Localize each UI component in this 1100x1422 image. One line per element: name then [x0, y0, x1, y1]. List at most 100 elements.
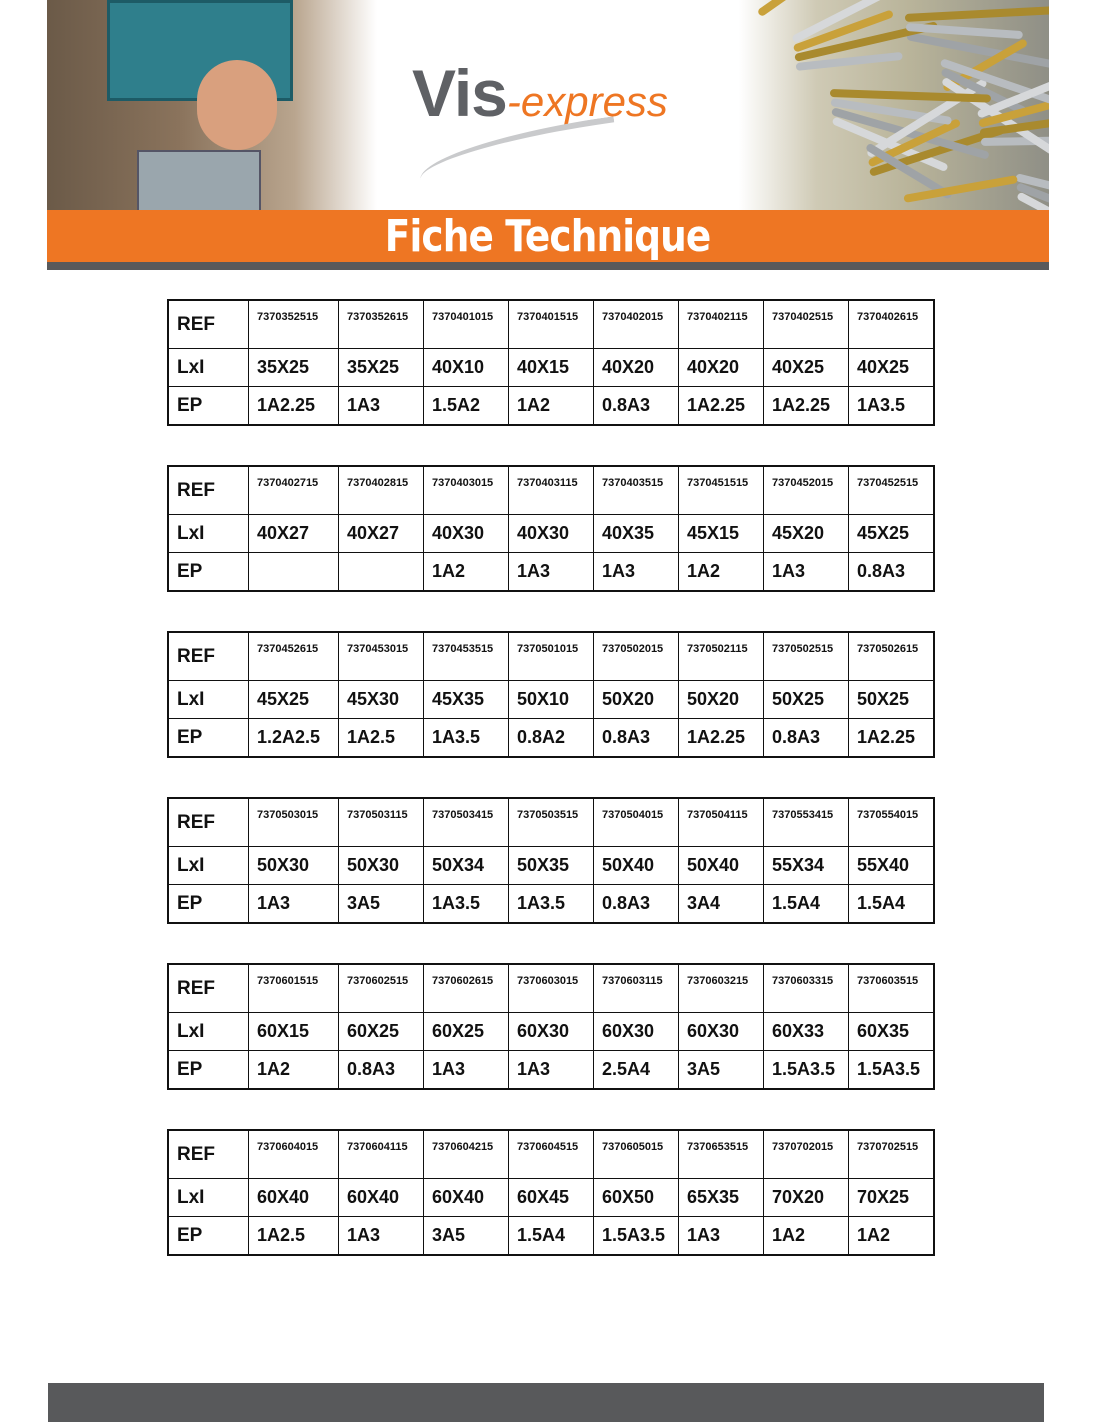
lxl-cell: 70X20 [763, 1178, 849, 1217]
lxl-cell: 40X25 [763, 348, 849, 387]
ep-cell: 1A3 [678, 1216, 764, 1256]
table-row-ep: EP 1A2 0.8A3 1A3 1A3 2.5A4 3A5 1.5A3.5 1.5A3.5 [167, 1050, 935, 1090]
lxl-cell: 50X25 [763, 680, 849, 719]
ep-cell: 0.8A3 [593, 386, 679, 426]
ref-cell: 7370604515 [508, 1129, 594, 1179]
lxl-cell: 40X25 [848, 348, 935, 387]
ep-cell: 1.5A3.5 [763, 1050, 849, 1090]
table-row-ref: REF 7370452615 7370453015 7370453515 7370501… [167, 631, 935, 681]
ep-cell: 1A3 [508, 552, 594, 592]
ref-cell: 7370503415 [423, 797, 509, 847]
screw-shape [904, 5, 1049, 22]
lxl-cell: 45X15 [678, 514, 764, 553]
ref-cell: 7370503515 [508, 797, 594, 847]
ep-cell: 1.5A4 [848, 884, 935, 924]
ep-cell: 1.5A2 [423, 386, 509, 426]
lxl-cell: 50X20 [678, 680, 764, 719]
table-row-ref: REF 7370402715 7370402815 7370403015 7370403… [167, 465, 935, 515]
table-row-ep: EP 1A2.25 1A3 1.5A2 1A2 0.8A3 1A2.25 1A2.25 1A3.… [167, 386, 935, 426]
ep-cell: 0.8A3 [848, 552, 935, 592]
ep-cell: 1.2A2.5 [248, 718, 339, 758]
ref-cell: 7370604215 [423, 1129, 509, 1179]
row-label: EP [167, 718, 249, 758]
ref-cell: 7370451515 [678, 465, 764, 515]
ref-cell: 7370502015 [593, 631, 679, 681]
table-row-lxl: LxI 60X40 60X40 60X40 60X45 60X50 65X35 70X20 70… [167, 1178, 935, 1217]
ep-cell: 1A2 [848, 1216, 935, 1256]
lxl-cell: 60X30 [678, 1012, 764, 1051]
ep-cell: 3A5 [423, 1216, 509, 1256]
lxl-cell: 60X40 [423, 1178, 509, 1217]
lxl-cell: 45X25 [848, 514, 935, 553]
row-label: REF [167, 465, 249, 515]
lxl-cell: 40X20 [593, 348, 679, 387]
spec-table: REF 7370503015 7370503115 7370503415 7370503… [167, 797, 935, 924]
ep-cell: 1.5A4 [508, 1216, 594, 1256]
ep-cell: 1A2 [248, 1050, 339, 1090]
ep-cell: 1A3 [338, 1216, 424, 1256]
lxl-cell: 45X35 [423, 680, 509, 719]
ref-cell: 7370605015 [593, 1129, 679, 1179]
ref-cell: 7370402615 [848, 299, 935, 349]
lxl-cell: 50X30 [338, 846, 424, 885]
ep-cell: 1A2.25 [248, 386, 339, 426]
lxl-cell: 40X15 [508, 348, 594, 387]
lxl-cell: 50X10 [508, 680, 594, 719]
lxl-cell: 45X30 [338, 680, 424, 719]
header-banner: Vis-express [47, 0, 1049, 210]
ep-cell: 1A2.5 [338, 718, 424, 758]
ep-cell: 1.5A3.5 [848, 1050, 935, 1090]
ref-cell: 7370702015 [763, 1129, 849, 1179]
row-label: EP [167, 1216, 249, 1256]
ref-cell: 7370352615 [338, 299, 424, 349]
ref-cell: 7370352515 [248, 299, 339, 349]
header-divider [47, 262, 1049, 270]
ref-cell: 7370604015 [248, 1129, 339, 1179]
spec-table: REF 7370452615 7370453015 7370453515 7370501… [167, 631, 935, 758]
ep-cell: 1A3 [763, 552, 849, 592]
title-bar: Fiche Technique [47, 210, 1049, 262]
logo: Vis-express [412, 55, 668, 180]
ep-cell: 1A3 [423, 1050, 509, 1090]
ep-cell [248, 552, 339, 592]
row-label: EP [167, 1050, 249, 1090]
lxl-cell: 55X40 [848, 846, 935, 885]
ref-cell: 7370504115 [678, 797, 764, 847]
ref-cell: 7370452015 [763, 465, 849, 515]
lxl-cell: 40X30 [508, 514, 594, 553]
row-label: REF [167, 963, 249, 1013]
table-row-ep: EP 1A3 3A5 1A3.5 1A3.5 0.8A3 3A4 1.5A4 1.5A4 [167, 884, 935, 924]
ref-cell: 7370402515 [763, 299, 849, 349]
ref-cell: 7370554015 [848, 797, 935, 847]
row-label: LxI [167, 1178, 249, 1217]
lxl-cell: 50X40 [678, 846, 764, 885]
logo-vis: Vis [412, 56, 508, 130]
ep-cell: 1A2 [763, 1216, 849, 1256]
lxl-cell: 35X25 [248, 348, 339, 387]
ref-cell: 7370452615 [248, 631, 339, 681]
page-title: Fiche Technique [385, 211, 712, 262]
lxl-cell: 40X20 [678, 348, 764, 387]
table-row-lxl: LxI 40X27 40X27 40X30 40X30 40X35 45X15 45X20 45… [167, 514, 935, 553]
row-label: EP [167, 552, 249, 592]
ep-cell: 3A5 [678, 1050, 764, 1090]
lxl-cell: 65X35 [678, 1178, 764, 1217]
ref-cell: 7370453515 [423, 631, 509, 681]
lxl-cell: 35X25 [338, 348, 424, 387]
lxl-cell: 55X34 [763, 846, 849, 885]
lxl-cell: 50X25 [848, 680, 935, 719]
ep-cell: 1A3 [338, 386, 424, 426]
ep-cell: 1A3 [248, 884, 339, 924]
ep-cell: 1A2.25 [848, 718, 935, 758]
ref-cell: 7370653515 [678, 1129, 764, 1179]
ep-cell: 1A3.5 [423, 884, 509, 924]
ref-cell: 7370503115 [338, 797, 424, 847]
ref-cell: 7370602615 [423, 963, 509, 1013]
ep-cell: 1.5A3.5 [593, 1216, 679, 1256]
lxl-cell: 50X34 [423, 846, 509, 885]
ref-cell: 7370453015 [338, 631, 424, 681]
table-row-lxl: LxI 45X25 45X30 45X35 50X10 50X20 50X20 50X25 50… [167, 680, 935, 719]
lxl-cell: 60X25 [423, 1012, 509, 1051]
screws-photo [739, 0, 1049, 210]
lxl-cell: 45X25 [248, 680, 339, 719]
